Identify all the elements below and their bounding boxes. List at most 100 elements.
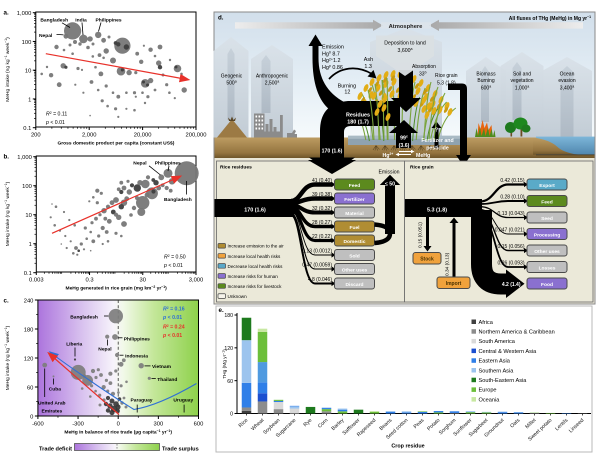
svg-text:0.34 (0.13): 0.34 (0.13)	[445, 252, 451, 276]
svg-text:200: 200	[31, 133, 41, 139]
svg-text:170 (1.6): 170 (1.6)	[322, 149, 343, 155]
svg-text:Deposition to land: Deposition to land	[384, 41, 426, 47]
svg-text:Nepal: Nepal	[98, 347, 112, 353]
svg-text:Philippines: Philippines	[96, 17, 122, 23]
svg-text:Fertilizer: Fertilizer	[344, 197, 364, 203]
svg-text:120: 120	[24, 356, 34, 362]
svg-text:R2 = 0.24: R2 = 0.24	[163, 324, 185, 331]
svg-text:180: 180	[224, 313, 233, 319]
svg-text:2,000: 2,000	[82, 133, 97, 139]
svg-text:e.: e.	[219, 307, 224, 314]
svg-text:0: 0	[230, 412, 233, 418]
svg-text:Unknown: Unknown	[228, 294, 248, 299]
svg-text:1,000: 1,000	[17, 155, 32, 161]
svg-text:0.1: 0.1	[24, 271, 32, 277]
svg-text:12: 12	[344, 90, 350, 96]
svg-text:MeHg: MeHg	[416, 153, 430, 159]
svg-text:Crop residue: Crop residue	[391, 444, 424, 450]
svg-text:Trade deficit: Trade deficit	[39, 447, 72, 453]
svg-text:MeHg intake (ng kg−1 week−1): MeHg intake (ng kg−1 week−1)	[4, 37, 11, 102]
svg-text:Vietnam: Vietnam	[152, 364, 172, 370]
svg-text:Ocean: Ocean	[560, 72, 575, 78]
svg-text:2,500a: 2,500a	[265, 80, 280, 87]
svg-text:170 (1.6): 170 (1.6)	[244, 208, 266, 214]
svg-text:Philippines: Philippines	[155, 160, 181, 166]
svg-text:5.3 (1.8): 5.3 (1.8)	[437, 80, 456, 86]
svg-text:-300: -300	[72, 422, 84, 428]
svg-text:0.15 (0.051): 0.15 (0.051)	[418, 222, 424, 248]
svg-text:vegetation: vegetation	[510, 78, 533, 84]
svg-text:MeHg intake (ng kg−1 week−1): MeHg intake (ng kg−1 week−1)	[4, 181, 11, 246]
svg-text:3,000: 3,000	[189, 278, 204, 284]
svg-text:p < 0.01: p < 0.01	[45, 120, 65, 126]
svg-text:Oceania: Oceania	[479, 397, 501, 403]
svg-text:Geogenic: Geogenic	[221, 74, 243, 80]
svg-text:Rice residues: Rice residues	[220, 165, 252, 171]
svg-text:1: 1	[29, 242, 32, 248]
svg-text:Increase risks for human: Increase risks for human	[228, 274, 279, 279]
svg-text:Liberia: Liberia	[66, 341, 82, 347]
svg-text:3,600a: 3,600a	[398, 47, 413, 54]
svg-text:?: ?	[435, 128, 438, 134]
svg-text:Ash: Ash	[364, 57, 373, 63]
svg-text:Soil and: Soil and	[513, 72, 531, 78]
svg-text:Southern Asia: Southern Asia	[479, 368, 515, 374]
svg-text:Increase risks for livestock: Increase risks for livestock	[228, 284, 283, 289]
svg-text:Anthropogenic: Anthropogenic	[256, 74, 289, 80]
svg-text:India: India	[75, 17, 87, 23]
svg-text:MeHg intake (ng kg−1 week−1): MeHg intake (ng kg−1 week−1)	[4, 325, 11, 390]
svg-text:c.: c.	[4, 298, 9, 305]
svg-text:R2 = 0.11: R2 = 0.11	[46, 111, 67, 118]
svg-text:p < 0.01: p < 0.01	[162, 333, 182, 339]
svg-text:Eastern Asia: Eastern Asia	[479, 359, 511, 365]
svg-text:Paraguay: Paraguay	[131, 398, 153, 404]
svg-text:5.3 (1.8): 5.3 (1.8)	[427, 208, 447, 214]
svg-text:Philippines: Philippines	[124, 337, 150, 343]
svg-text:Residues: Residues	[346, 113, 370, 119]
svg-text:Other uses: Other uses	[534, 249, 560, 255]
svg-text:39 (0.38): 39 (0.38)	[312, 192, 332, 198]
svg-text:32 (0.32): 32 (0.32)	[312, 206, 332, 212]
svg-text:Rice grain: Rice grain	[410, 165, 434, 171]
svg-text:180 (1.7): 180 (1.7)	[347, 120, 369, 126]
svg-text:100: 100	[22, 184, 32, 190]
svg-text:Burning: Burning	[477, 78, 494, 84]
svg-text:600: 600	[194, 422, 204, 428]
svg-text:Stock: Stock	[420, 257, 434, 263]
svg-text:Losses: Losses	[539, 265, 556, 271]
svg-text:41 (0.40): 41 (0.40)	[312, 178, 332, 184]
svg-text:10: 10	[25, 213, 31, 219]
svg-text:Sold: Sold	[349, 253, 360, 259]
svg-text:Bangladesh: Bangladesh	[40, 17, 68, 23]
svg-text:Northern America & Caribbean: Northern America & Caribbean	[479, 330, 555, 336]
svg-text:100: 100	[22, 40, 32, 46]
svg-text:Increase emission to the air: Increase emission to the air	[228, 244, 285, 249]
svg-text:Fuel: Fuel	[349, 225, 360, 231]
svg-text:60: 60	[27, 385, 33, 391]
svg-text:Atmosphere: Atmosphere	[389, 24, 424, 30]
svg-text:0.28 (0.10): 0.28 (0.10)	[500, 195, 525, 201]
svg-text:Emirates: Emirates	[42, 409, 63, 415]
svg-text:p < 0.01: p < 0.01	[162, 315, 182, 321]
svg-text:Export: Export	[539, 183, 555, 189]
svg-text:R2 = 0.16: R2 = 0.16	[163, 306, 185, 313]
svg-text:Uruguay: Uruguay	[173, 398, 193, 404]
svg-text:Rice grain: Rice grain	[435, 73, 458, 79]
svg-text:0.47 (0.0059): 0.47 (0.0059)	[302, 263, 332, 269]
svg-text:Domestic: Domestic	[343, 239, 365, 245]
svg-text:30: 30	[140, 278, 146, 284]
svg-text:0.3: 0.3	[86, 278, 94, 284]
svg-text:Increase local health risks: Increase local health risks	[228, 254, 282, 259]
svg-text:Europe: Europe	[479, 388, 497, 394]
svg-text:300: 300	[154, 422, 164, 428]
svg-text:a.: a.	[4, 10, 9, 17]
svg-text:0.047 (0.021): 0.047 (0.021)	[495, 228, 525, 234]
svg-text:Food: Food	[541, 282, 553, 288]
svg-text:(3.6): (3.6)	[399, 143, 410, 149]
svg-text:Thailand: Thailand	[157, 377, 177, 383]
svg-text:Bangladesh: Bangladesh	[164, 197, 192, 203]
svg-text:1,000a: 1,000a	[515, 85, 530, 92]
svg-text:R2 = 0.50: R2 = 0.50	[164, 254, 186, 261]
svg-text:Emission: Emission	[378, 169, 399, 175]
svg-text:≤ 50: ≤ 50	[385, 182, 395, 188]
